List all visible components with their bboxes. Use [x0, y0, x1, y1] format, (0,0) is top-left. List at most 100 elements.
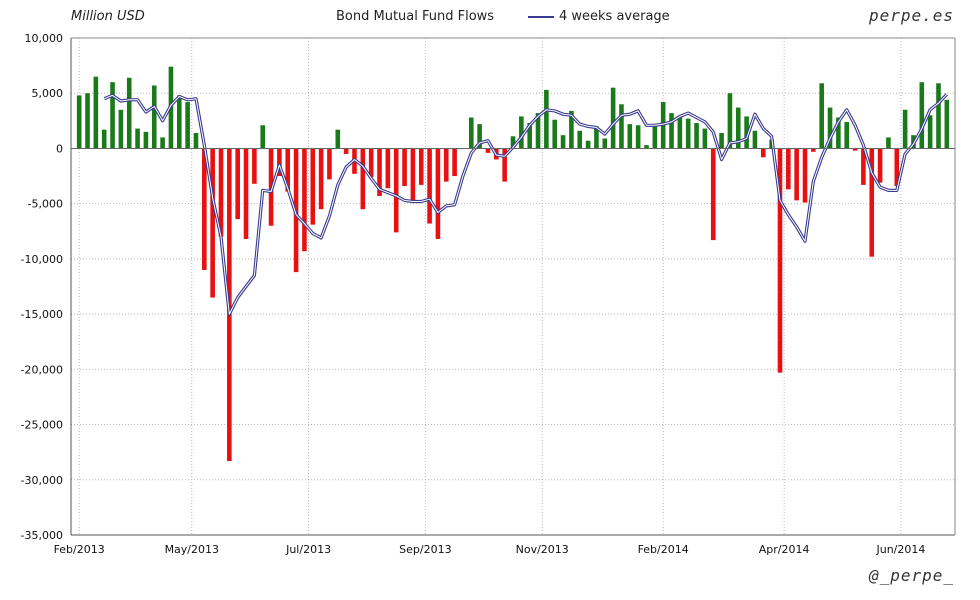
x-tick-label: Jun/2014	[875, 543, 925, 556]
flow-bar	[735, 107, 741, 149]
flow-bar	[827, 107, 833, 149]
y-axis-labels: 10,000 5,000 0 -5,000 -10,000 -15,000 -20,000 -…	[21, 32, 63, 542]
y-tick-label: -35,000	[21, 529, 63, 542]
flow-bar	[110, 82, 115, 149]
flow-bar	[685, 118, 691, 149]
flow-bar	[902, 109, 908, 149]
flow-bar	[944, 99, 950, 149]
flow-bar	[193, 132, 199, 149]
y-tick-label: -30,000	[21, 474, 63, 487]
flow-bar	[635, 125, 641, 149]
flow-bar	[760, 148, 766, 158]
flow-bar	[585, 140, 591, 149]
flow-bar	[452, 148, 457, 177]
flow-bar	[443, 148, 449, 182]
flow-bar	[210, 148, 215, 298]
legend-line-swatch	[528, 15, 554, 18]
x-tick-label: Apr/2014	[759, 543, 810, 556]
y-tick-label: -25,000	[21, 419, 63, 432]
flow-bar	[85, 93, 90, 149]
y-tick-label: -20,000	[21, 363, 63, 376]
flow-bar	[176, 95, 182, 149]
x-tick-label: Sep/2013	[399, 543, 451, 556]
flow-bar	[602, 138, 608, 149]
flow-bar	[569, 110, 574, 149]
flow-bars	[76, 66, 950, 462]
flow-bar	[393, 148, 399, 233]
brand-logo-top: perpe.es	[868, 6, 954, 25]
flow-bar	[744, 116, 749, 149]
flow-bar	[836, 117, 841, 149]
x-tick-label: Feb/2014	[638, 543, 689, 556]
unit-label: Million USD	[71, 9, 145, 24]
flow-bar	[519, 116, 524, 149]
flow-bar	[927, 115, 933, 149]
flow-bar	[335, 129, 341, 149]
y-tick-label: -10,000	[21, 253, 63, 266]
flow-bar	[468, 117, 474, 149]
flow-bar	[76, 95, 82, 149]
flow-bar	[936, 83, 941, 149]
flow-bar	[819, 83, 824, 149]
y-tick-label: 0	[56, 142, 63, 155]
flow-bar	[694, 123, 699, 149]
flow-bar	[861, 148, 866, 185]
flow-bar	[485, 148, 491, 153]
flow-bar	[544, 89, 549, 149]
flow-bar	[218, 148, 224, 237]
flow-bar	[135, 128, 140, 149]
average-line-highlight	[104, 93, 948, 315]
flow-bar	[677, 116, 683, 149]
flow-bar	[719, 132, 724, 149]
flow-bar	[202, 148, 207, 270]
x-tick-label: Jul/2013	[285, 543, 331, 556]
x-tick-label: Feb/2013	[54, 543, 105, 556]
flow-bar	[318, 148, 324, 210]
flow-bar	[368, 148, 374, 178]
flow-bar	[285, 148, 291, 192]
brand-handle-bottom: @_perpe_	[868, 566, 954, 585]
flow-bar	[877, 148, 883, 183]
flow-bar	[594, 126, 599, 149]
flow-bar	[752, 130, 758, 149]
flow-bar	[510, 136, 516, 149]
flow-bar	[727, 93, 733, 149]
x-tick-label: May/2013	[165, 543, 219, 556]
flow-bar	[777, 148, 783, 373]
flow-bar	[343, 148, 349, 154]
y-tick-label: 10,000	[25, 32, 64, 45]
flow-bar	[802, 148, 808, 203]
flow-bar	[126, 77, 132, 149]
flow-bar	[919, 82, 925, 149]
flow-bar	[644, 145, 649, 149]
flow-bar	[252, 148, 257, 184]
average-line-group	[103, 93, 948, 316]
flow-bar	[327, 148, 332, 180]
flow-bar	[794, 148, 799, 201]
flow-bar	[93, 76, 99, 149]
flow-bar	[260, 125, 266, 149]
flow-bar	[402, 148, 407, 186]
flow-bar	[477, 124, 482, 149]
flow-bar	[235, 148, 240, 220]
flow-bar	[535, 113, 541, 149]
flow-bar	[310, 148, 316, 225]
flow-bar	[377, 148, 382, 196]
flow-bar	[277, 148, 282, 177]
flow-bar	[811, 148, 816, 152]
chart-title: Bond Mutual Fund Flows	[336, 9, 495, 24]
flow-bar	[418, 148, 424, 185]
x-tick-label: Nov/2013	[516, 543, 569, 556]
flow-bar	[786, 148, 791, 190]
flow-bar	[118, 109, 124, 149]
flow-bar	[552, 119, 558, 149]
flow-bar	[302, 148, 307, 252]
flow-bar	[560, 135, 566, 149]
axes	[70, 37, 956, 536]
flow-bar	[360, 148, 366, 210]
flow-bar	[427, 148, 432, 224]
flow-bar	[894, 148, 900, 186]
y-tick-label: -15,000	[21, 308, 63, 321]
flow-bar	[143, 131, 149, 149]
